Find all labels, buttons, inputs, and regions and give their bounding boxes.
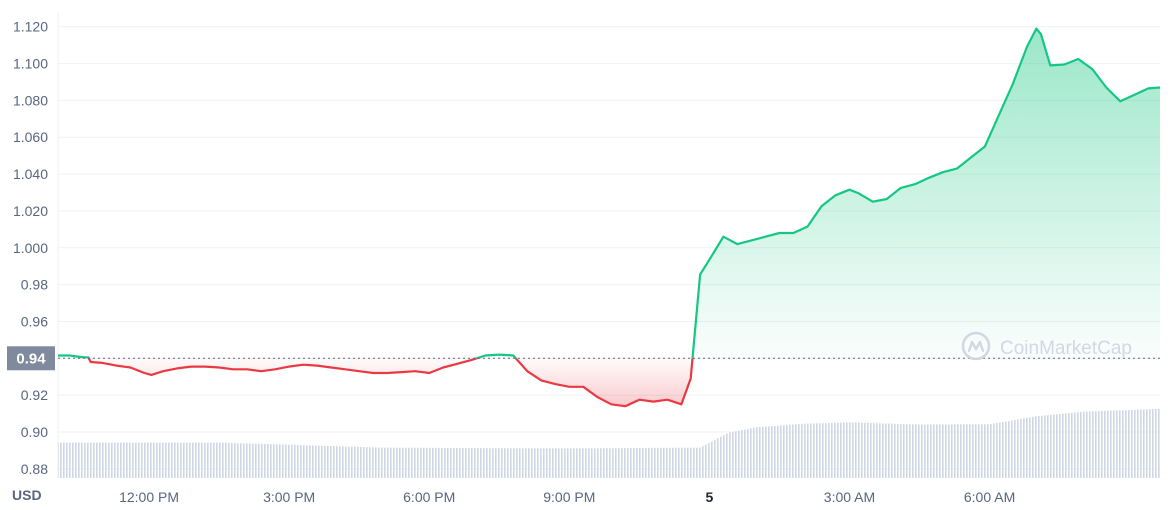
watermark-text: CoinMarketCap — [1000, 338, 1132, 359]
reference-price-label: 0.94 — [16, 350, 46, 367]
y-tick-label: 0.98 — [21, 277, 48, 293]
area-fill-above-reference — [58, 28, 1160, 359]
y-tick-label: 1.020 — [13, 203, 48, 219]
currency-label: USD — [12, 487, 42, 503]
area-fills — [58, 28, 1160, 407]
x-axis-ticks: 12:00 PM 3:00 PM 6:00 PM 9:00 PM 5 3:00 AM 6:0… — [119, 489, 1015, 505]
y-tick-label: 0.92 — [21, 387, 48, 403]
y-tick-label: 1.060 — [13, 129, 48, 145]
y-axis-ticks: 1.120 1.100 1.080 1.060 1.040 1.020 1.000 0.98 0… — [13, 19, 48, 477]
x-tick-label: 6:00 PM — [403, 489, 455, 505]
coinmarketcap-watermark: CoinMarketCap — [961, 331, 1132, 361]
y-tick-label: 1.120 — [13, 19, 48, 35]
x-tick-label: 6:00 AM — [964, 489, 1015, 505]
volume-bars — [58, 408, 1160, 478]
x-tick-label: 3:00 AM — [824, 489, 875, 505]
volume-area — [58, 408, 1160, 478]
y-tick-label: 0.88 — [21, 461, 48, 477]
y-tick-label: 0.96 — [21, 313, 48, 329]
y-tick-label: 0.90 — [21, 424, 48, 440]
x-tick-label: 3:00 PM — [263, 489, 315, 505]
y-tick-label: 1.100 — [13, 56, 48, 72]
x-tick-label: 9:00 PM — [543, 489, 595, 505]
price-line-below-reference — [81, 358, 694, 408]
coinmarketcap-logo-icon — [961, 331, 991, 361]
y-tick-label: 1.040 — [13, 166, 48, 182]
area-fill-below-reference — [58, 358, 1160, 407]
price-lines — [58, 27, 1161, 408]
y-tick-label: 1.000 — [13, 240, 48, 256]
price-line-above-reference — [58, 27, 1161, 359]
reference-price-badge: 0.94 — [7, 346, 55, 371]
y-tick-label: 1.080 — [13, 92, 48, 108]
x-tick-label: 12:00 PM — [119, 489, 179, 505]
x-tick-label: 5 — [705, 489, 713, 505]
